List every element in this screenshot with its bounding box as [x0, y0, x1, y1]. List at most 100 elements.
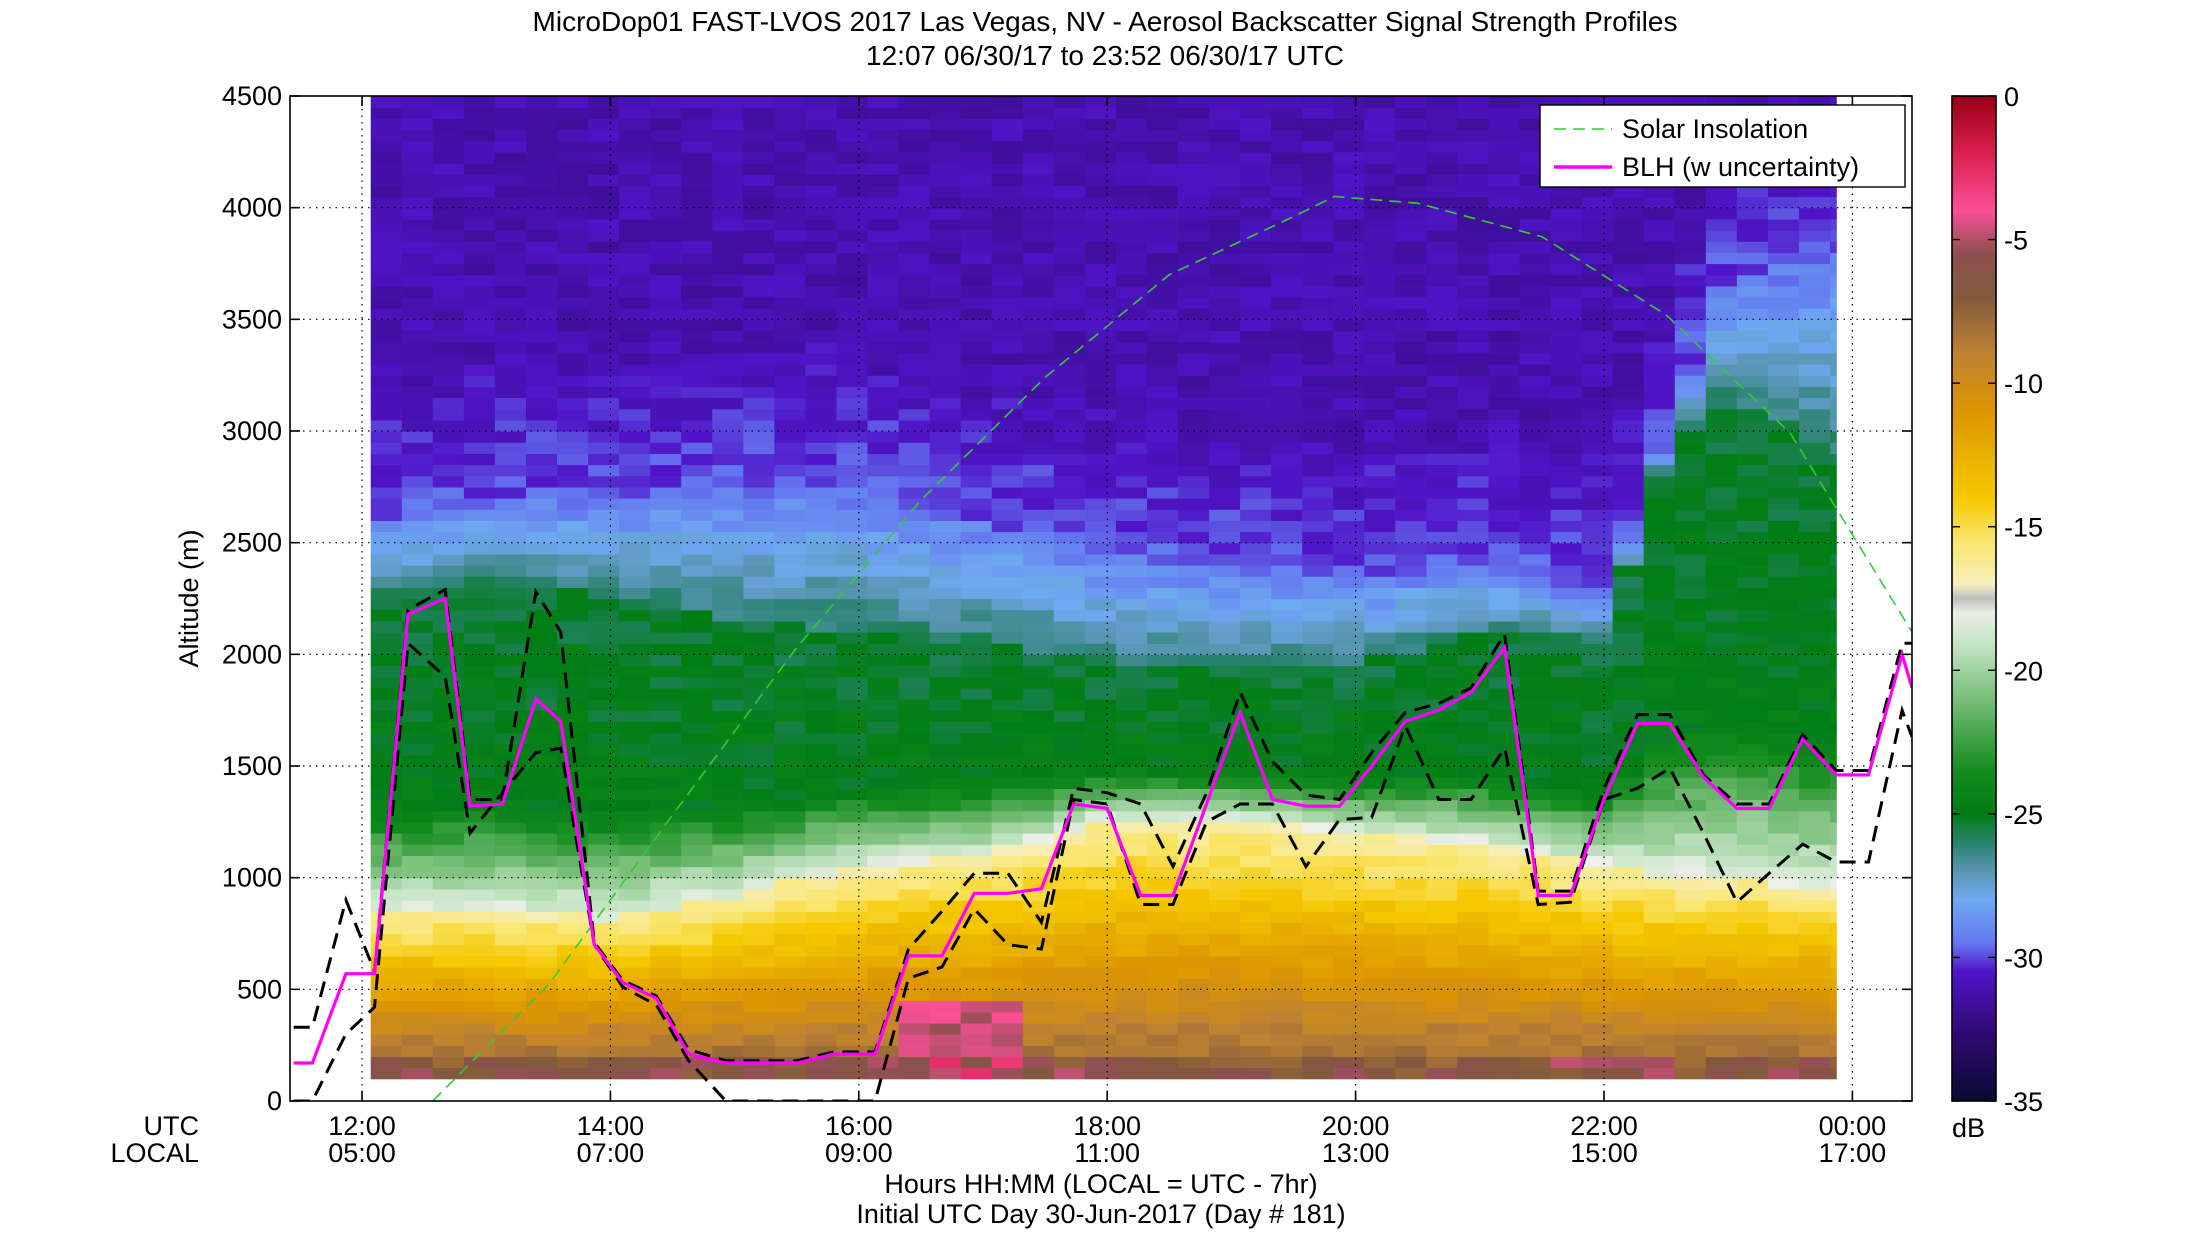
heatmap-cell: [1395, 107, 1427, 119]
heatmap-cell: [836, 1067, 869, 1080]
heatmap-cell: [836, 609, 869, 622]
heatmap-cell: [960, 230, 993, 242]
heatmap-cell: [1333, 978, 1365, 990]
heatmap-cell: [960, 285, 993, 298]
heatmap-cell: [401, 754, 434, 767]
heatmap-cell: [712, 699, 744, 711]
heatmap-cell: [494, 967, 527, 979]
heatmap-cell: [898, 1000, 931, 1013]
heatmap-cell: [1084, 1045, 1117, 1057]
heatmap-cell: [650, 163, 682, 175]
heatmap-cell: [1302, 285, 1334, 298]
heatmap-cell: [1115, 252, 1148, 265]
heatmap-cell: [1705, 319, 1738, 332]
heatmap-cell: [1550, 654, 1583, 667]
heatmap-cell: [960, 498, 993, 510]
heatmap-cell: [1612, 620, 1645, 633]
heatmap-cell: [743, 341, 775, 354]
series-3-line: [432, 195, 1912, 1101]
heatmap-cell: [1674, 185, 1707, 198]
heatmap-cell: [432, 922, 465, 935]
heatmap-cell: [1209, 364, 1241, 376]
heatmap-cell: [1426, 1022, 1458, 1035]
heatmap-cell: [650, 352, 682, 365]
heatmap-cell: [1519, 888, 1552, 901]
heatmap-cell: [1519, 587, 1552, 600]
heatmap-cell: [1271, 900, 1303, 912]
heatmap-cell: [463, 419, 496, 432]
heatmap-cell: [1488, 933, 1521, 946]
heatmap-cell: [1799, 397, 1831, 410]
heatmap-cell: [1767, 576, 1800, 588]
heatmap-cell: [898, 766, 931, 778]
heatmap-cell: [650, 140, 682, 153]
heatmap-cell: [463, 1000, 496, 1013]
heatmap-cell: [712, 955, 744, 968]
heatmap-cell: [867, 263, 900, 276]
heatmap-cell: [712, 900, 744, 912]
heatmap-cell: [929, 1067, 962, 1080]
heatmap-cell: [1705, 732, 1738, 745]
heatmap-cell: [588, 676, 620, 689]
heatmap-cell: [1364, 900, 1396, 912]
heatmap-cell: [1519, 486, 1552, 499]
heatmap-cell: [526, 587, 558, 600]
heatmap-cell: [1799, 978, 1831, 990]
heatmap-cell: [836, 1034, 869, 1046]
heatmap-cell: [1581, 844, 1614, 856]
heatmap-cell: [370, 866, 403, 879]
heatmap-cell: [370, 643, 403, 655]
heatmap-cell: [619, 844, 651, 856]
heatmap-cell: [681, 810, 713, 823]
heatmap-cell: [1084, 140, 1117, 153]
heatmap-cell: [1178, 174, 1210, 186]
heatmap-cell: [526, 207, 558, 220]
heatmap-cell: [526, 453, 558, 466]
heatmap-cell: [1550, 531, 1583, 544]
heatmap-cell: [1333, 1045, 1365, 1057]
heatmap-cell: [1364, 978, 1396, 990]
heatmap-cell: [1612, 185, 1645, 198]
heatmap-cell: [1115, 163, 1148, 175]
heatmap-cell: [1736, 241, 1769, 253]
heatmap-cell: [1022, 699, 1055, 711]
heatmap-cell: [401, 877, 434, 890]
heatmap-cell: [1271, 509, 1303, 521]
heatmap-cell: [836, 1011, 869, 1024]
heatmap-cell: [1457, 699, 1489, 711]
heatmap-cell: [743, 285, 775, 298]
heatmap-cell: [526, 933, 558, 946]
heatmap-cell: [1333, 442, 1365, 454]
heatmap-cell: [557, 687, 589, 700]
heatmap-cell: [1550, 699, 1583, 711]
heatmap-cell: [1767, 654, 1800, 667]
heatmap-cell: [1736, 531, 1769, 544]
heatmap-cell: [1240, 687, 1272, 700]
heatmap-cell: [1457, 352, 1489, 365]
heatmap-cell: [1395, 620, 1427, 633]
heatmap-cell: [1457, 989, 1489, 1002]
heatmap-cell: [650, 498, 682, 510]
heatmap-cell: [1643, 922, 1676, 935]
heatmap-cell: [836, 911, 869, 923]
heatmap-cell: [1364, 877, 1396, 890]
heatmap-cell: [1488, 297, 1521, 309]
heatmap-cell: [1364, 788, 1396, 801]
heatmap-cell: [1519, 699, 1552, 711]
heatmap-cell: [463, 844, 496, 856]
heatmap-cell: [898, 576, 931, 588]
heatmap-cell: [1302, 151, 1334, 164]
heatmap-cell: [619, 654, 651, 667]
heatmap-cell: [898, 341, 931, 354]
heatmap-cell: [1271, 576, 1303, 588]
heatmap-cell: [1022, 297, 1055, 309]
heatmap-cell: [1115, 553, 1148, 566]
heatmap-cell: [1705, 587, 1738, 600]
heatmap-cell: [836, 163, 869, 175]
heatmap-cell: [1302, 218, 1334, 231]
heatmap-cell: [588, 598, 620, 611]
heatmap-cell: [929, 1045, 962, 1057]
heatmap-cell: [432, 900, 465, 912]
heatmap-cell: [1084, 151, 1117, 164]
heatmap-cell: [1240, 129, 1272, 142]
